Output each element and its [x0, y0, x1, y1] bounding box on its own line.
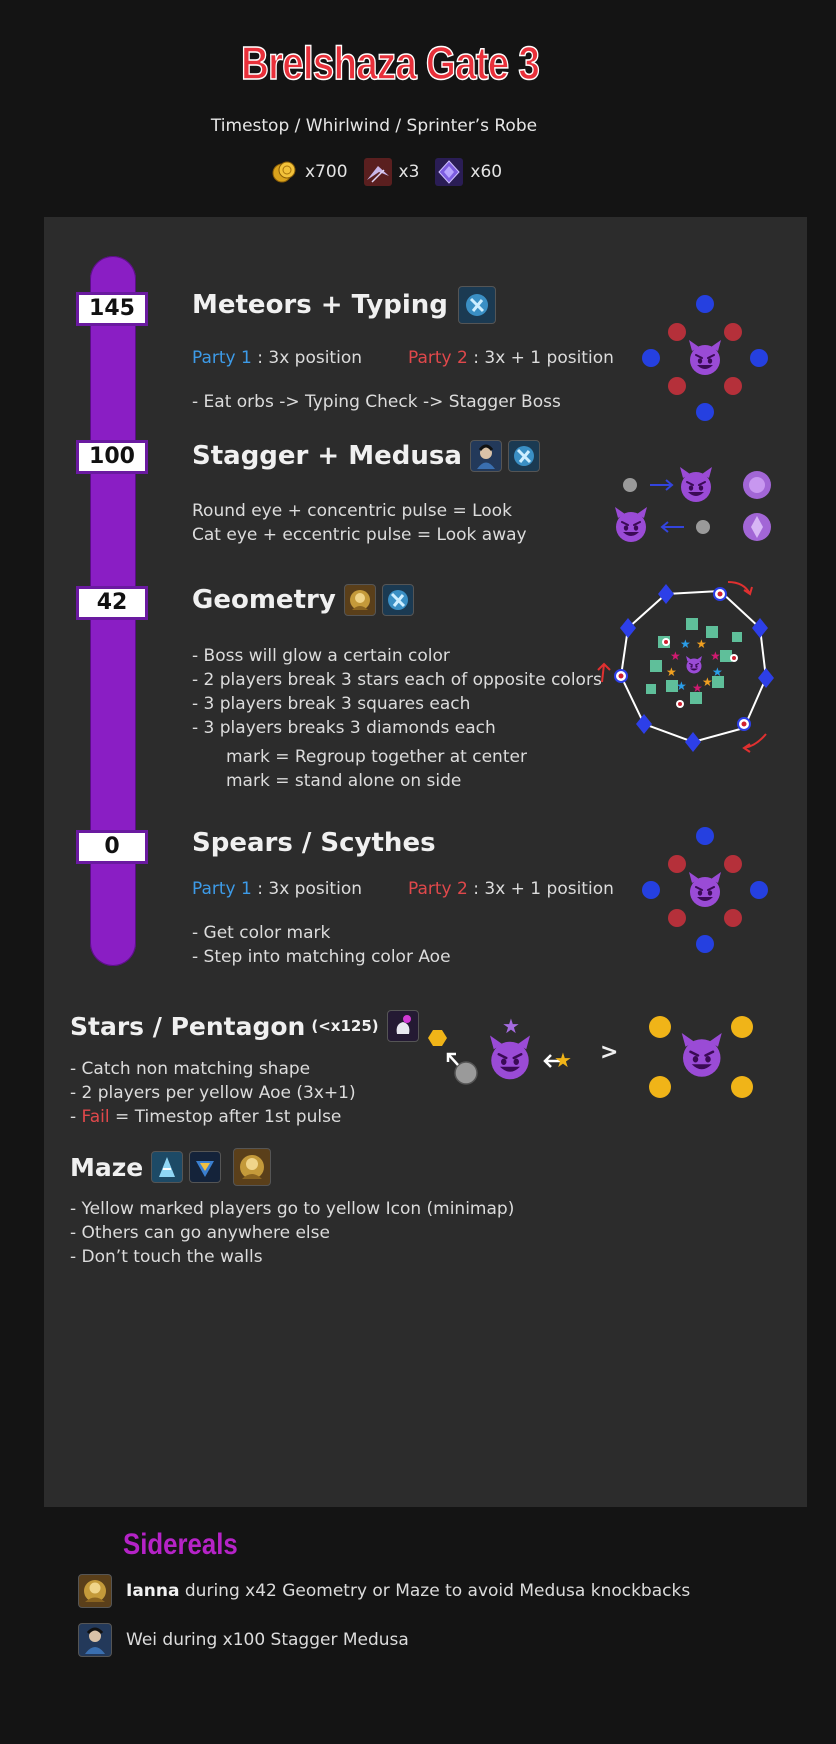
- crystal-wing-icon: [363, 158, 392, 186]
- mechanic-spears-heading: Spears / Scythes: [192, 828, 436, 858]
- purple-stone-icon: [435, 158, 464, 186]
- mechanic-title: Spears / Scythes: [192, 828, 436, 858]
- maze-line-1: - Yellow marked players go to yellow Ico…: [70, 1199, 515, 1219]
- mechanic-meteors-line: - Eat orbs -> Typing Check -> Stagger Bo…: [192, 392, 561, 412]
- maze-heading: Maze: [70, 1148, 272, 1186]
- svg-text:★: ★: [710, 649, 721, 663]
- mechanic-spears-line-1: - Get color mark: [192, 923, 331, 943]
- frost-skill-icon: [151, 1151, 184, 1183]
- page-title: Brelshaza Gate 3: [240, 36, 540, 90]
- yellow-aoe-diagram: [649, 1016, 753, 1098]
- stars-arrow: >: [600, 1040, 619, 1065]
- sidereal-row-wei: Wei during x100 Stagger Medusa: [78, 1623, 409, 1657]
- meteors-position-diagram: [642, 295, 768, 421]
- sidereal-row-ianna: Ianna during x42 Geometry or Maze to avo…: [78, 1574, 690, 1608]
- svg-text:★: ★: [712, 665, 723, 679]
- mechanic-geometry-line-4: - 3 players breaks 3 diamonds each: [192, 718, 496, 738]
- mechanic-geometry-line-3: - 3 players break 3 squares each: [192, 694, 471, 714]
- svg-text:★: ★: [502, 1014, 520, 1038]
- mechanic-geometry-subline-2: mark = stand alone on side: [226, 771, 462, 791]
- mechanic-meteors-party2: Party 2 : 3x + 1 position: [408, 348, 614, 368]
- svg-text:★: ★: [692, 681, 703, 695]
- sidereal-text: Ianna during x42 Geometry or Maze to avo…: [126, 1581, 691, 1601]
- rewards-row: x700 x3 x60: [270, 158, 510, 186]
- reward-gold-amount: x700: [305, 162, 348, 182]
- mechanic-spears-line-2: - Step into matching color Aoe: [192, 947, 451, 967]
- ianna-sidereal-icon: [78, 1574, 112, 1608]
- mechanic-spears-party2: Party 2 : 3x + 1 position: [408, 879, 614, 899]
- ianna-sidereal-icon: [343, 584, 376, 616]
- hp-marker-145: 145: [76, 292, 148, 326]
- reward-stone-amount: x60: [470, 162, 503, 182]
- hp-marker-100: 100: [76, 440, 148, 474]
- wei-sidereal-icon: [469, 440, 502, 472]
- hp-marker-0: 0: [76, 830, 148, 864]
- svg-text:★: ★: [666, 665, 677, 679]
- mechanic-medusa-line-2: Cat eye + eccentric pulse = Look away: [192, 525, 527, 545]
- medusa-look-diagram: [614, 466, 771, 543]
- svg-text:★: ★: [670, 649, 681, 663]
- stars-line-2: - 2 players per yellow Aoe (3x+1): [70, 1083, 356, 1103]
- meteor-skill-icon: [507, 440, 540, 472]
- wei-sidereal-icon: [78, 1623, 112, 1657]
- mechanic-geometry-heading: Geometry: [192, 584, 414, 616]
- stars-title: Stars / Pentagon: [70, 1011, 306, 1041]
- spears-position-diagram: [642, 827, 768, 953]
- svg-text:★: ★: [680, 637, 691, 651]
- mechanic-geometry-line-1: - Boss will glow a certain color: [192, 646, 450, 666]
- svg-text:★: ★: [554, 1048, 572, 1072]
- page-subtitle: Timestop / Whirlwind / Sprinter’s Robe: [210, 116, 538, 136]
- geometry-diagram: ★ ★ ★ ★ ★ ★ ★ ★ ★: [597, 581, 774, 753]
- ianna-sidereal-icon: [233, 1148, 272, 1186]
- reward-wing: x3: [363, 158, 420, 186]
- reward-gold: x700: [270, 158, 348, 186]
- mechanic-meteors-heading: Meteors + Typing: [192, 286, 496, 324]
- svg-text:★: ★: [676, 679, 687, 693]
- reward-stone: x60: [435, 158, 502, 186]
- gold-coin-icon: [270, 158, 298, 186]
- mechanic-spears-party1: Party 1 : 3x position: [192, 879, 362, 899]
- reward-wing-amount: x3: [398, 162, 420, 182]
- mechanic-title: Meteors + Typing: [192, 290, 448, 320]
- mechanic-meteors-party1: Party 1 : 3x position: [192, 348, 362, 368]
- svg-text:★: ★: [696, 637, 707, 651]
- maze-line-3: - Don’t touch the walls: [70, 1247, 263, 1267]
- stars-suffix: (<x125): [311, 1017, 379, 1035]
- sidereals-heading: Sidereals: [123, 1528, 238, 1561]
- sidereal-text: Wei during x100 Stagger Medusa: [126, 1630, 409, 1650]
- sprint-skill-icon: [189, 1151, 222, 1183]
- stars-heading: Stars / Pentagon (<x125): [70, 1010, 419, 1042]
- mechanic-title: Geometry: [192, 585, 336, 615]
- svg-text:★: ★: [702, 675, 713, 689]
- hand-skill-icon: [386, 1010, 419, 1042]
- stars-line-1: - Catch non matching shape: [70, 1059, 311, 1079]
- stars-fail-line: - Fail = Timestop after 1st pulse: [70, 1107, 342, 1127]
- meteor-skill-icon: [381, 584, 414, 616]
- mechanic-medusa-line-1: Round eye + concentric pulse = Look: [192, 501, 512, 521]
- maze-title: Maze: [70, 1152, 144, 1182]
- stars-diagram: ★ ★: [428, 1014, 572, 1085]
- hp-marker-42: 42: [76, 586, 148, 620]
- mechanic-geometry-subline-1: mark = Regroup together at center: [226, 747, 527, 767]
- mechanic-title: Stagger + Medusa: [192, 441, 462, 471]
- maze-line-2: - Others can go anywhere else: [70, 1223, 330, 1243]
- mechanic-medusa-heading: Stagger + Medusa: [192, 440, 540, 472]
- meteor-skill-icon: [457, 286, 496, 324]
- mechanic-geometry-line-2: - 2 players break 3 stars each of opposi…: [192, 670, 602, 690]
